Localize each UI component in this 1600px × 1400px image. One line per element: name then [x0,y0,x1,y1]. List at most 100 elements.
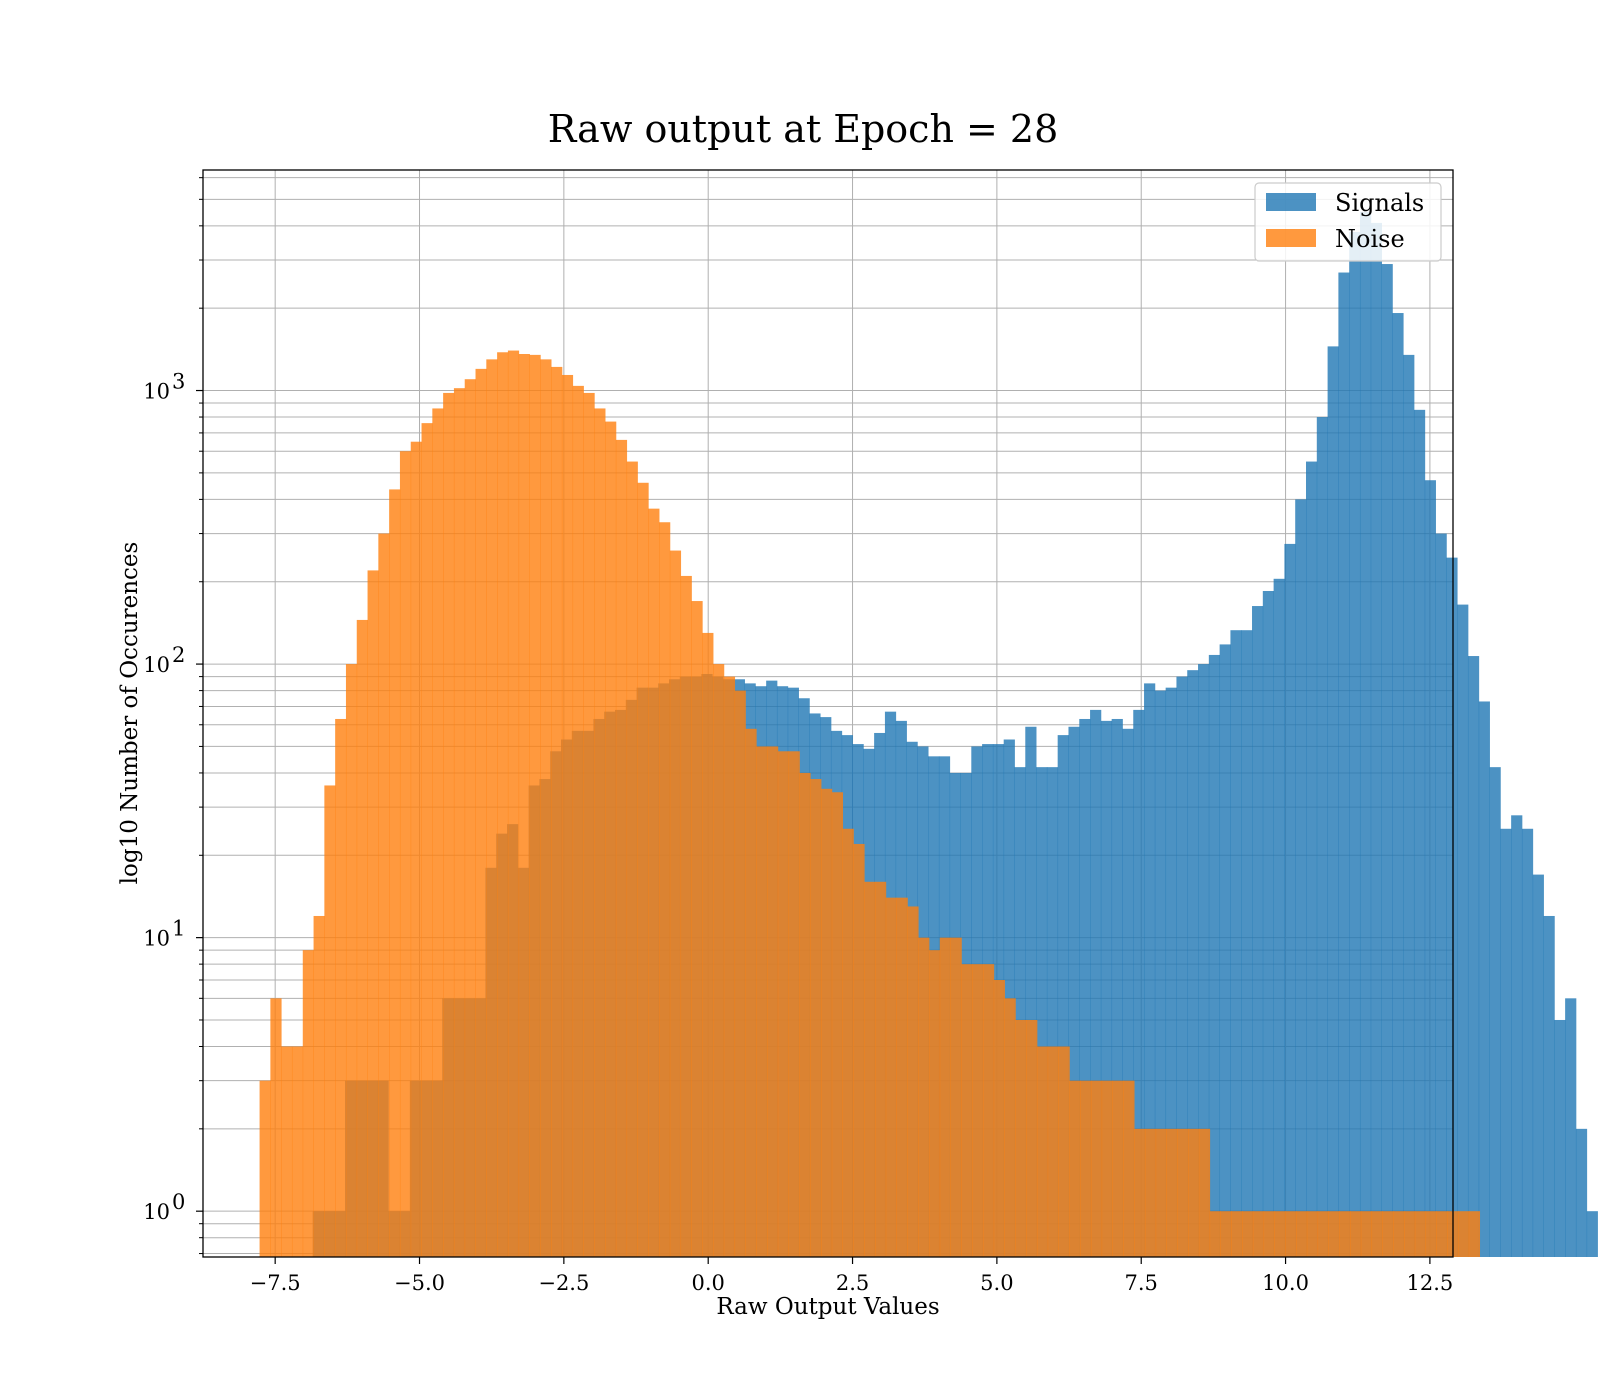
histogram-bar-noise [518,354,530,1257]
histogram-bar-noise [723,676,736,1257]
histogram-bar-noise [1404,1211,1416,1257]
histogram-bar-signals [1198,664,1210,1257]
histogram-bar-noise [1058,1046,1070,1257]
x-tick-label: −7.5 [250,1271,301,1295]
x-tick-label: −2.5 [538,1271,589,1295]
plot-frame [202,169,1454,1258]
y-axis-label: log10 Number of Occurences [117,542,143,885]
histogram-bar-noise [1036,1046,1049,1257]
histogram-bar-noise [821,788,833,1257]
histogram-bar-noise [1317,1211,1329,1257]
histogram-bar-signals [1575,1128,1588,1257]
noise-bars [259,350,1481,1258]
histogram-bar-signals [1327,346,1339,1257]
histogram-bar-noise [874,881,887,1257]
histogram-bar-signals [1003,739,1015,1257]
histogram-bar-noise [1231,1211,1243,1257]
histogram-bar-signals [1046,767,1059,1257]
histogram-bar-noise [583,392,595,1257]
histogram-bar-noise [270,998,282,1257]
histogram-bar-noise [788,751,800,1257]
legend-swatch-signals [1266,193,1316,211]
histogram-bar-signals [1489,767,1501,1257]
histogram-bar-noise [1069,1080,1081,1257]
histogram-bar-noise [1209,1211,1221,1257]
histogram-bar-noise [853,843,865,1257]
histogram-bar-noise [777,751,790,1257]
histogram-bar-noise [432,408,444,1257]
histogram-bar-noise [421,423,433,1257]
histogram-bar-noise [335,718,347,1257]
histogram-bar-signals [1144,683,1156,1257]
histogram-bar-noise [356,619,368,1257]
histogram-bar-noise [896,897,908,1257]
histogram-bar-noise [1144,1128,1157,1257]
histogram-bar-noise [1436,1211,1448,1257]
x-tick-label: 5.0 [980,1271,1013,1295]
histogram-bar-noise [378,533,390,1257]
histogram-bar-signals [1586,1211,1598,1257]
histogram-bar-noise [1047,1046,1059,1257]
histogram-bar-noise [928,950,941,1257]
histogram-bar-noise [507,350,520,1257]
histogram-bar-noise [1101,1080,1113,1257]
legend: Signals Noise [1254,182,1442,262]
histogram-bar-noise [389,489,401,1257]
histogram-bar-signals [1554,1019,1566,1257]
histogram-bar-noise [1080,1080,1092,1257]
y-tick-label: 10 [143,1200,170,1224]
histogram-bar-signals [1068,726,1080,1257]
histogram-bar-noise [1468,1211,1481,1257]
y-tick-label: 10 [143,653,170,677]
histogram-bar-signals [1057,735,1069,1257]
histogram-bar-signals [1219,644,1231,1257]
histogram-bar-signals [1014,767,1026,1257]
histogram-bar-noise [367,570,379,1257]
histogram-bar-signals [1284,543,1296,1257]
x-axis-label: Raw Output Values [716,1294,939,1320]
y-tick-exponent: 1 [172,917,185,941]
histogram-bar-noise [1350,1211,1362,1257]
histogram-bar-noise [345,664,358,1257]
histogram-bar-noise [961,964,973,1257]
histogram-bar-signals [1478,701,1490,1257]
histogram-bar-noise [939,937,951,1257]
x-tick-label: 2.5 [836,1271,869,1295]
histogram-bar-signals [1359,211,1372,1257]
histogram-bar-signals [1165,687,1177,1257]
histogram-bar-signals [1252,606,1264,1257]
histogram-bar-signals [1511,815,1523,1257]
histogram-bar-signals [1424,480,1436,1257]
histogram-bar-noise [1134,1128,1146,1257]
histogram-bar-noise [713,664,725,1257]
histogram-bar-signals [1392,313,1404,1257]
histogram-bar-signals [1413,409,1426,1257]
histogram-bar-signals [1241,630,1253,1257]
histogram-bar-noise [734,690,746,1257]
histogram-bar-signals [1500,828,1512,1257]
histogram-bar-noise [302,950,314,1257]
histogram-bar-noise [1285,1211,1297,1257]
histogram-bar-noise [1112,1080,1124,1257]
histogram-bar-signals [1090,709,1102,1257]
histogram-bar-signals [1381,264,1393,1257]
histogram-bar-noise [1198,1128,1211,1257]
histogram-bar-signals [1208,654,1221,1257]
histogram-bar-noise [291,1046,304,1257]
histogram-bar-signals [1316,417,1328,1257]
histogram-bar-noise [1220,1211,1232,1257]
histogram-bar-signals [1370,222,1382,1258]
histogram-bar-signals [1532,874,1544,1257]
histogram-bar-noise [1090,1080,1103,1257]
histogram-bar-signals [1446,557,1458,1257]
histogram-bar-noise [745,728,757,1257]
histogram-bar-noise [475,368,487,1257]
histogram-bar-noise [1274,1211,1286,1257]
histogram-bar-noise [1155,1128,1167,1257]
x-tick-label: 10.0 [1262,1271,1309,1295]
histogram-bar-noise [1296,1211,1308,1257]
histogram-bar-noise [1004,998,1016,1257]
histogram-bar-noise [1393,1211,1405,1257]
histogram-bar-noise [464,379,476,1257]
histogram-bar-signals [1295,499,1307,1258]
